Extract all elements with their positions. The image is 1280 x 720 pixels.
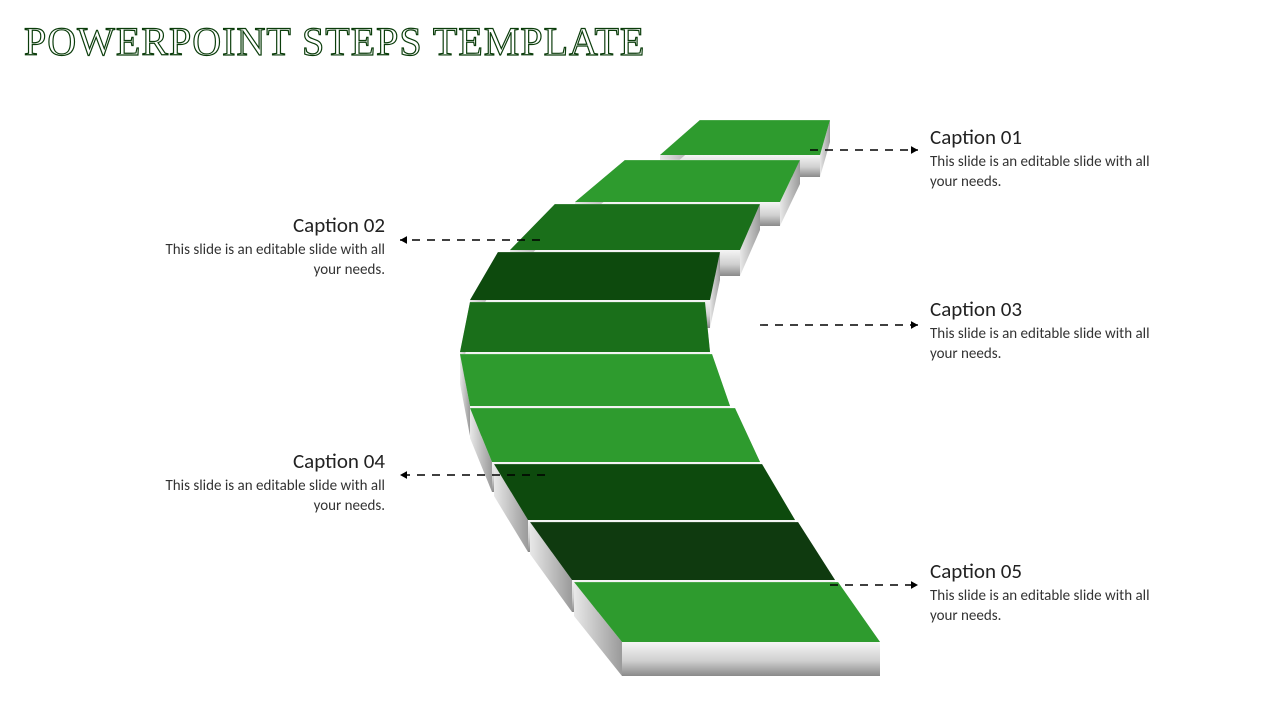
caption-block: Caption 03This slide is an editable slid…	[930, 296, 1160, 365]
caption-block: Caption 02This slide is an editable slid…	[155, 212, 385, 281]
diagram-stage: Caption 01This slide is an editable slid…	[0, 0, 1280, 720]
caption-block: Caption 04This slide is an editable slid…	[155, 448, 385, 517]
arrowhead-icon	[400, 471, 407, 479]
caption-desc: This slide is an editable slide with all…	[155, 476, 385, 517]
caption-title: Caption 04	[155, 448, 385, 474]
arrowhead-icon	[400, 236, 407, 244]
caption-title: Caption 03	[930, 296, 1160, 322]
caption-desc: This slide is an editable slide with all…	[930, 586, 1160, 627]
caption-block: Caption 05This slide is an editable slid…	[930, 558, 1160, 627]
arrowhead-icon	[911, 146, 918, 154]
caption-desc: This slide is an editable slide with all…	[155, 240, 385, 281]
caption-desc: This slide is an editable slide with all…	[930, 324, 1160, 365]
caption-title: Caption 05	[930, 558, 1160, 584]
caption-title: Caption 02	[155, 212, 385, 238]
arrowhead-icon	[911, 581, 918, 589]
arrowhead-icon	[911, 321, 918, 329]
caption-block: Caption 01This slide is an editable slid…	[930, 124, 1160, 193]
caption-desc: This slide is an editable slide with all…	[930, 152, 1160, 193]
caption-title: Caption 01	[930, 124, 1160, 150]
